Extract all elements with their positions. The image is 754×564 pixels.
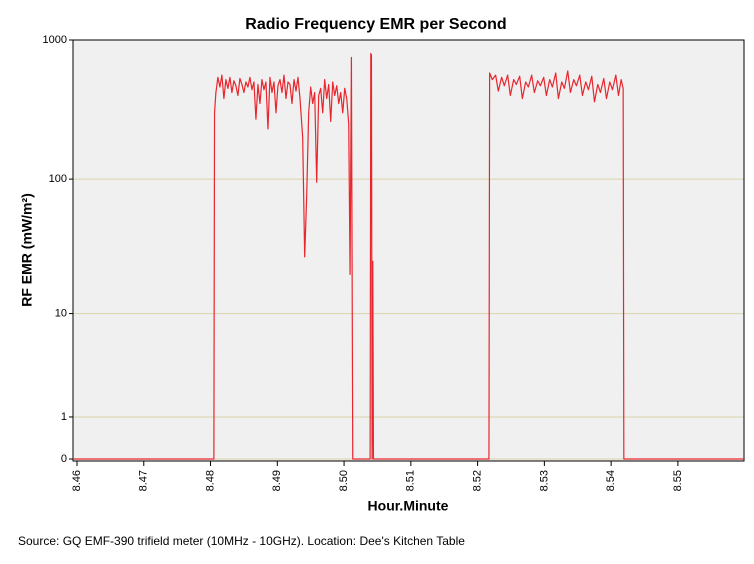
plot-area — [73, 40, 744, 461]
x-tick-label: 8.54 — [605, 470, 617, 491]
y-axis-label: RF EMR (mW/m²) — [19, 193, 35, 307]
y-tick-label: 1000 — [43, 34, 67, 46]
y-tick-label: 10 — [55, 307, 67, 319]
source-note: Source: GQ EMF-390 trifield meter (10MHz… — [18, 534, 465, 548]
y-tick-label: 100 — [49, 173, 67, 185]
x-tick-label: 8.47 — [138, 470, 150, 491]
y-tick-label: 0 — [61, 453, 67, 465]
x-tick-label: 8.50 — [338, 470, 350, 491]
data-line — [73, 52, 744, 460]
x-tick-label: 8.51 — [405, 470, 417, 491]
x-tick-label: 8.46 — [71, 470, 83, 491]
x-tick-label: 8.48 — [204, 470, 216, 491]
x-tick-label: 8.52 — [472, 470, 484, 491]
y-tick-label: 1 — [61, 411, 67, 423]
chart-title: Radio Frequency EMR per Second — [245, 16, 506, 33]
x-tick-label: 8.49 — [271, 470, 283, 491]
x-tick-label: 8.55 — [672, 470, 684, 491]
plot-border — [72, 39, 745, 462]
x-axis-label: Hour.Minute — [368, 498, 449, 514]
x-tick-label: 8.53 — [538, 470, 550, 491]
